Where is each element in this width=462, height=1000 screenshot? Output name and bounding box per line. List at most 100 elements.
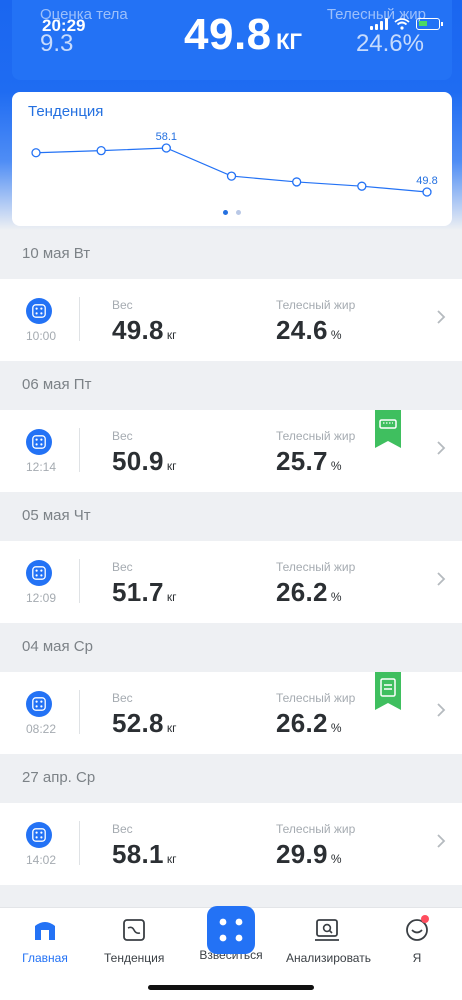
date-header: 10 мая Вт xyxy=(0,230,462,279)
row-divider xyxy=(79,428,80,472)
body-fat-value: 29.9% xyxy=(276,839,341,870)
pager-dot[interactable] xyxy=(236,210,241,215)
tab-trend-label: Тенденция xyxy=(104,951,165,965)
home-icon xyxy=(35,922,55,940)
bottom-nav: Главная Тенденция Взвеситься Анализирова… xyxy=(0,906,462,1000)
body-fat-value: 26.2% xyxy=(276,708,341,739)
scale-icon xyxy=(26,298,52,324)
body-fat-unit: % xyxy=(330,721,342,735)
pager-dot-active[interactable] xyxy=(223,210,228,215)
body-fat-unit: % xyxy=(330,590,342,604)
scale-icon xyxy=(219,918,243,942)
scale-badge-icon xyxy=(375,410,401,453)
measurement-time: 12:14 xyxy=(25,460,57,474)
chevron-right-icon xyxy=(437,572,446,586)
tab-home[interactable]: Главная xyxy=(22,918,68,965)
scale-icon xyxy=(26,429,52,455)
battery-icon xyxy=(416,18,443,30)
chevron-right-icon xyxy=(437,441,446,455)
weight-unit: кг xyxy=(166,721,177,735)
scale-icon xyxy=(26,822,52,848)
tab-me[interactable]: Я xyxy=(402,915,432,965)
row-divider xyxy=(79,690,80,734)
weight-unit: кг xyxy=(166,590,177,604)
trend-point xyxy=(422,187,432,197)
trend-icon xyxy=(123,919,145,941)
tab-weigh[interactable]: Взвеситься xyxy=(190,906,272,962)
body-fat-value: 24.6% xyxy=(355,30,424,57)
trend-card[interactable]: Тенденция 58.1 49.8 xyxy=(12,92,452,226)
body-fat-label: Телесный жир xyxy=(276,429,356,443)
trend-title: Тенденция xyxy=(28,103,104,120)
weigh-button[interactable] xyxy=(207,906,255,954)
trend-point xyxy=(96,146,106,156)
weight-label: Вес xyxy=(112,822,133,836)
row-divider xyxy=(79,297,80,341)
weight-number: 51.7 xyxy=(112,577,164,607)
measurement-time: 12:09 xyxy=(25,591,57,605)
analyze-icon xyxy=(315,919,339,941)
scale-icon xyxy=(26,691,52,717)
wifi-icon xyxy=(394,18,410,30)
weight-value: 50.9 кг xyxy=(112,446,176,477)
notification-dot xyxy=(421,915,429,923)
trend-last-label: 49.8 xyxy=(416,175,437,187)
body-fat-unit: % xyxy=(330,328,342,342)
profile-icon-wrap xyxy=(405,915,429,945)
body-fat-unit: % xyxy=(330,459,342,473)
body-score-label: Оценка тела xyxy=(40,6,128,23)
body-fat-value: 25.7% xyxy=(276,446,341,477)
weight-label: Вес xyxy=(112,691,133,705)
row-divider xyxy=(79,821,80,865)
weight-label: Вес xyxy=(112,560,133,574)
measurement-time: 10:00 xyxy=(25,329,57,343)
chevron-right-icon xyxy=(437,834,446,848)
row-divider xyxy=(79,559,80,603)
trend-pager[interactable] xyxy=(12,210,452,215)
date-header: 05 мая Чт xyxy=(0,492,462,541)
weight-label: Вес xyxy=(112,298,133,312)
date-header: 06 мая Пт xyxy=(0,361,462,410)
measurement-time: 14:02 xyxy=(25,853,57,867)
weight-value: 51.7 кг xyxy=(112,577,176,608)
tab-trend[interactable]: Тенденция xyxy=(104,918,164,965)
profile-icon xyxy=(406,919,428,941)
current-weight-unit: КГ xyxy=(276,29,302,54)
measurement-row[interactable]: 08:22 Вес 52.8 кг Телесный жир 26.2% xyxy=(0,672,462,754)
weight-value: 49.8 кг xyxy=(112,315,176,346)
trend-point xyxy=(31,148,41,158)
tab-analyze[interactable]: Анализировать xyxy=(286,918,371,965)
current-weight-value: 49.8 xyxy=(184,10,272,59)
current-weight: 49.8 КГ xyxy=(12,10,462,60)
status-bar-icons xyxy=(370,18,443,30)
weight-number: 49.8 xyxy=(112,315,164,345)
measurement-time: 08:22 xyxy=(25,722,57,736)
body-fat-number: 26.2 xyxy=(276,577,328,607)
weight-number: 52.8 xyxy=(112,708,164,738)
measurement-list: 10 мая Вт 10:00 Вес 49.8 кг Телесный жир 24.6%… xyxy=(0,230,462,885)
weight-value: 52.8 кг xyxy=(112,708,176,739)
body-fat-label: Телесный жир xyxy=(276,691,356,705)
body-score-value: 9.3 xyxy=(40,30,74,57)
weight-value: 58.1 кг xyxy=(112,839,176,870)
measurement-row[interactable]: 10:00 Вес 49.8 кг Телесный жир 24.6% xyxy=(0,279,462,361)
measurement-row[interactable]: 12:09 Вес 51.7 кг Телесный жир 26.2% xyxy=(0,541,462,623)
body-fat-label: Телесный жир xyxy=(276,298,356,312)
measurement-row[interactable]: 14:02 Вес 58.1 кг Телесный жир 29.9% xyxy=(0,803,462,885)
body-fat-unit: % xyxy=(330,852,342,866)
trend-point xyxy=(226,171,237,181)
body-fat-number: 29.9 xyxy=(276,839,328,869)
body-fat-label: Телесный жир xyxy=(276,822,356,836)
body-fat-label: Телесный жир xyxy=(276,560,356,574)
trend-max-label: 58.1 xyxy=(156,131,177,143)
measurement-row[interactable]: 12:14 Вес 50.9 кг Телесный жир 25.7% xyxy=(0,410,462,492)
chevron-right-icon xyxy=(437,703,446,717)
tab-home-label: Главная xyxy=(22,951,68,965)
body-fat-number: 26.2 xyxy=(276,708,328,738)
trend-line xyxy=(35,147,428,193)
cellular-signal-icon xyxy=(370,18,388,30)
tab-analyze-label: Анализировать xyxy=(286,951,371,965)
weight-unit: кг xyxy=(166,459,177,473)
weight-unit: кг xyxy=(166,852,177,866)
trend-chart: 58.1 49.8 xyxy=(31,131,438,197)
